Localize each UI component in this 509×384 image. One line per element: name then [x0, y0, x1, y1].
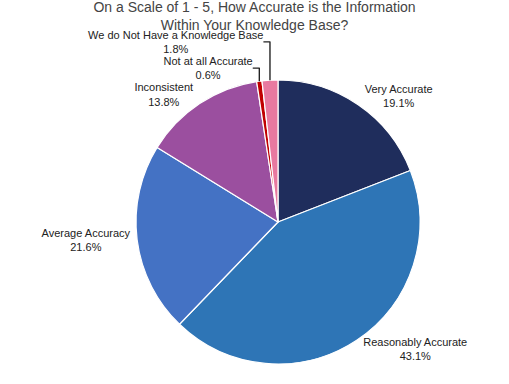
svg-text:We do Not Have a Knowledge Bas: We do Not Have a Knowledge Base1.8% — [88, 29, 263, 55]
svg-text:Reasonably Accurate43.1%: Reasonably Accurate43.1% — [363, 336, 467, 362]
svg-text:Not at all Accurate0.6%: Not at all Accurate0.6% — [163, 55, 252, 81]
svg-text:On a Scale of 1 - 5, How Accur: On a Scale of 1 - 5, How Accurate is the… — [93, 0, 415, 33]
svg-text:Average Accuracy21.6%: Average Accuracy21.6% — [42, 227, 131, 253]
svg-text:Inconsistent13.8%: Inconsistent13.8% — [134, 81, 193, 107]
svg-text:Very Accurate19.1%: Very Accurate19.1% — [365, 83, 433, 109]
